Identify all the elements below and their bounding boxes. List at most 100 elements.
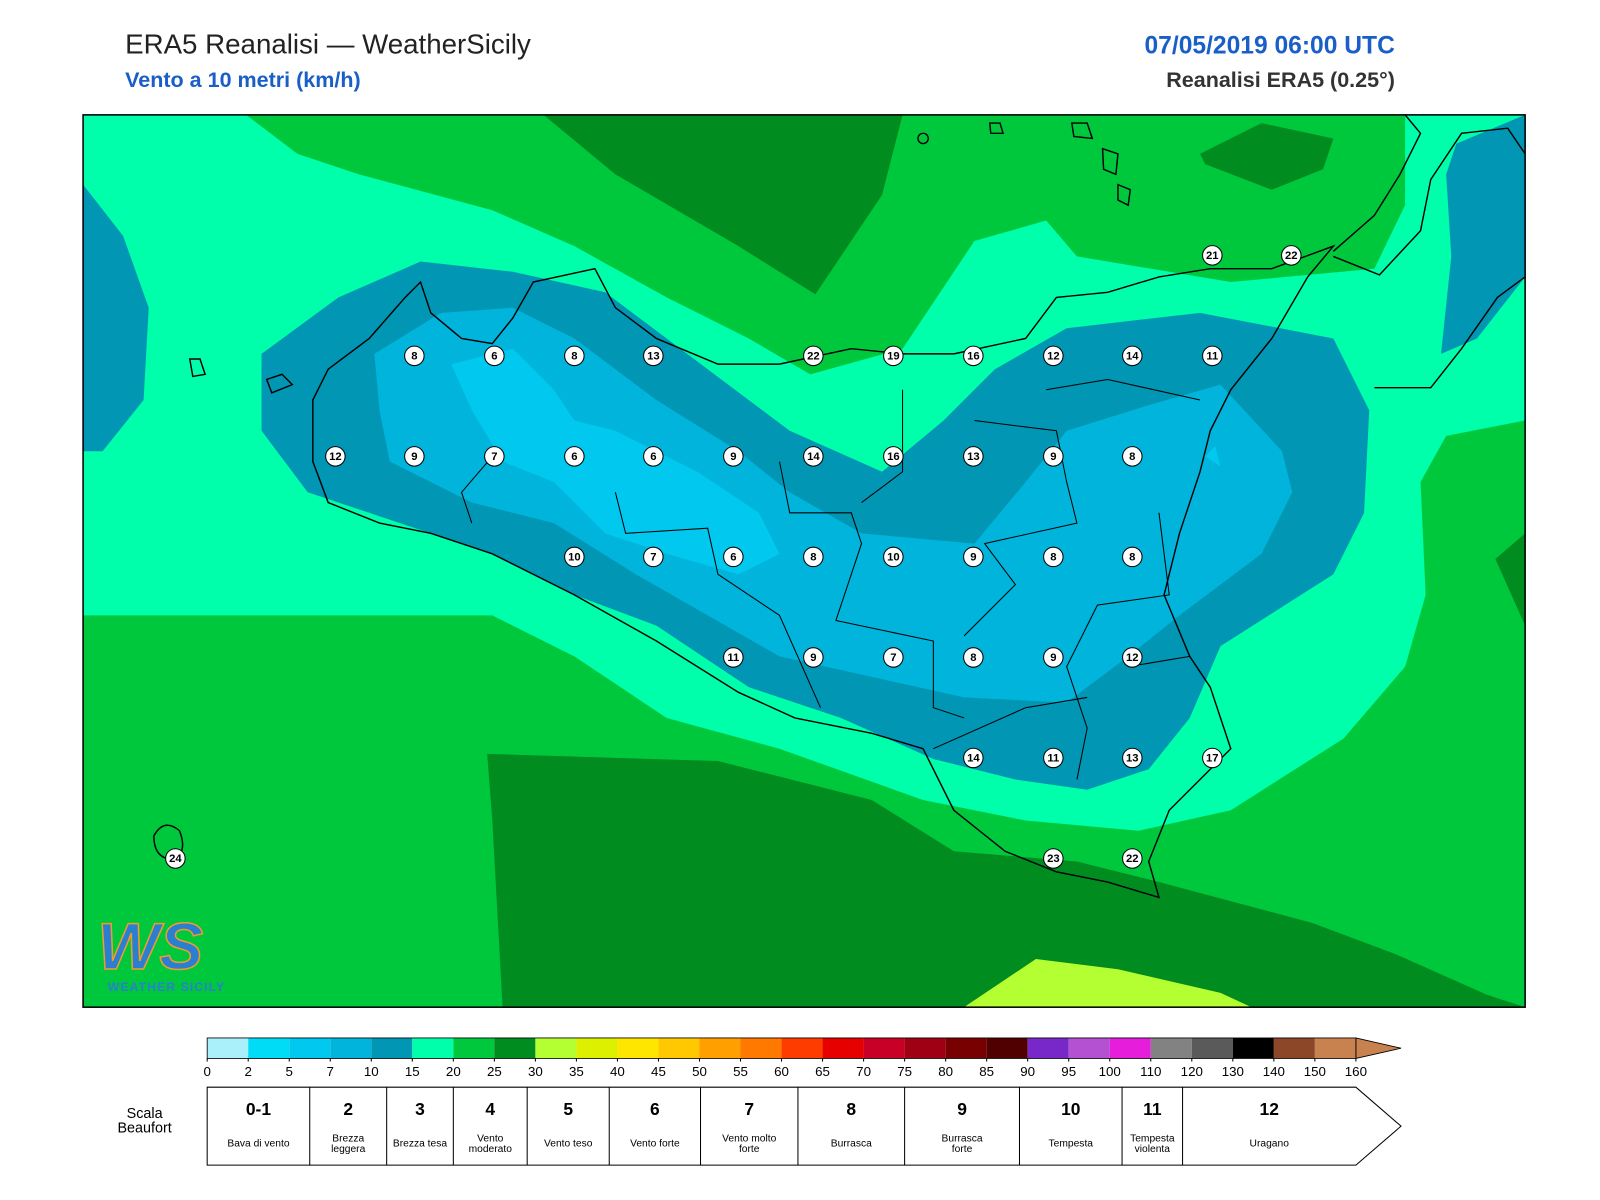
station-marker — [1202, 345, 1223, 367]
field-25-30 — [487, 753, 1526, 1008]
station-marker — [1122, 546, 1143, 568]
station-value: 6 — [730, 551, 736, 563]
station-value: 22 — [1285, 250, 1298, 262]
beaufort-name: Brezza tesa — [392, 1138, 448, 1150]
station: 13 — [1122, 747, 1143, 769]
beaufort-force: 5 — [563, 1099, 573, 1119]
source: Reanalisi ERA5 (0.25°) — [1166, 68, 1395, 92]
beaufort-name-wrap: Vento forte — [609, 1128, 700, 1161]
station-value: 7 — [890, 652, 896, 664]
station: 12 — [325, 446, 346, 467]
station-marker — [404, 345, 425, 367]
colorbar-segment — [494, 1037, 536, 1059]
beaufort-name-wrap: Burrasca forte — [905, 1128, 1020, 1161]
station-value: 12 — [1047, 350, 1060, 362]
station: 16 — [883, 446, 904, 467]
station: 12 — [1043, 345, 1064, 367]
station-marker — [883, 546, 904, 568]
colorbar-segment — [945, 1037, 987, 1059]
colorbar-tick-label: 140 — [1263, 1064, 1285, 1079]
station-marker — [1043, 647, 1064, 668]
station-value: 10 — [568, 551, 581, 563]
station: 13 — [963, 446, 984, 467]
beaufort-name-box: Uragano — [1250, 1139, 1289, 1149]
colorbar-segment — [576, 1037, 618, 1059]
station-value: 22 — [807, 350, 820, 362]
station: 22 — [1122, 848, 1143, 869]
coastline — [153, 114, 1526, 899]
colorbar-tick-label: 130 — [1222, 1064, 1244, 1079]
colorbar-segment — [1068, 1037, 1110, 1059]
beaufort-name-box: Vento teso — [544, 1139, 592, 1149]
station: 9 — [723, 446, 744, 467]
colorbar-tick-label: 110 — [1140, 1064, 1161, 1079]
province-borders — [460, 378, 1201, 780]
subtitle: Vento a 10 metri (km/h) — [125, 68, 361, 92]
station-value: 9 — [1050, 652, 1056, 664]
beaufort-name-wrap: Burrasca — [798, 1128, 905, 1161]
colorbar-segment — [371, 1037, 413, 1059]
station: 8 — [564, 345, 585, 367]
beaufort-force: 10 — [1061, 1099, 1080, 1119]
field-7-10 — [374, 307, 1293, 703]
station-value: 14 — [1126, 350, 1139, 362]
station-marker — [484, 345, 505, 367]
beaufort-name-box: Burrasca — [798, 1128, 905, 1161]
station-marker — [803, 647, 824, 668]
beaufort-name-wrap: Brezza tesa — [387, 1128, 454, 1161]
beaufort-force: 2 — [343, 1099, 353, 1119]
station: 22 — [1281, 245, 1302, 266]
colorbar-segment — [781, 1037, 823, 1059]
station-value: 9 — [411, 451, 417, 463]
station-marker — [963, 747, 984, 769]
beaufort-name: Tempesta — [1048, 1138, 1093, 1150]
station: 24 — [165, 848, 186, 869]
station: 9 — [1043, 446, 1064, 467]
station-marker — [1122, 345, 1143, 367]
station-marker — [165, 848, 186, 869]
station-value: 8 — [571, 350, 577, 362]
station-value: 7 — [491, 451, 497, 463]
beaufort-name-box: Bava di vento — [227, 1139, 289, 1149]
colorbar-segment — [453, 1037, 495, 1059]
station-value: 22 — [1126, 853, 1139, 865]
logo-mark: WS — [97, 910, 203, 983]
beaufort-force: 0-1 — [246, 1099, 271, 1119]
wind-field — [83, 114, 1526, 1008]
colorbar-segment — [1314, 1037, 1356, 1059]
beaufort-force: 11 — [1143, 1099, 1162, 1119]
colorbar: 0 2 5 7 10 15 20 25 30 35 40 45 50 55 60 65 70 75 80 85 90 95… — [203, 1037, 1402, 1079]
station-value: 10 — [887, 551, 900, 563]
colorbar-segment — [904, 1037, 946, 1059]
beaufort-name: Vento forte — [630, 1138, 680, 1150]
station-marker — [803, 446, 824, 467]
colorbar-tick-label: 150 — [1304, 1064, 1326, 1079]
colorbar-segment — [1027, 1037, 1069, 1059]
station-marker — [883, 647, 904, 668]
station-value: 7 — [650, 551, 656, 563]
beaufort-force: 12 — [1260, 1099, 1279, 1119]
beaufort-name-wrap: Vento moderato — [453, 1128, 527, 1161]
field-20-25 — [83, 420, 1526, 1008]
station: 10 — [564, 546, 585, 568]
stations: 21 22 8 6 8 13 22 19 16 12 14 11 12 9 7 6 6 9 14 16 13 9 8 10 7 6… — [165, 245, 1302, 869]
station: 14 — [1122, 345, 1143, 367]
station-value: 14 — [967, 752, 980, 764]
station: 16 — [963, 345, 984, 367]
colorbar-segment — [535, 1037, 577, 1059]
colorbar-segment — [863, 1037, 905, 1059]
colorbar-segment — [289, 1037, 331, 1059]
beaufort-name: Vento molto forte — [722, 1133, 777, 1155]
station-value: 9 — [970, 551, 976, 563]
station-marker — [1122, 848, 1143, 869]
station: 11 — [1202, 345, 1223, 367]
station-marker — [564, 546, 585, 568]
station-value: 16 — [967, 350, 980, 362]
colorbar-segment — [1109, 1037, 1151, 1059]
station-value: 9 — [810, 652, 816, 664]
station-marker — [643, 546, 664, 568]
beaufort-name-box: Vento moderato — [453, 1128, 527, 1161]
station: 9 — [404, 446, 425, 467]
station-marker — [963, 647, 984, 668]
station-value: 8 — [1050, 551, 1056, 563]
